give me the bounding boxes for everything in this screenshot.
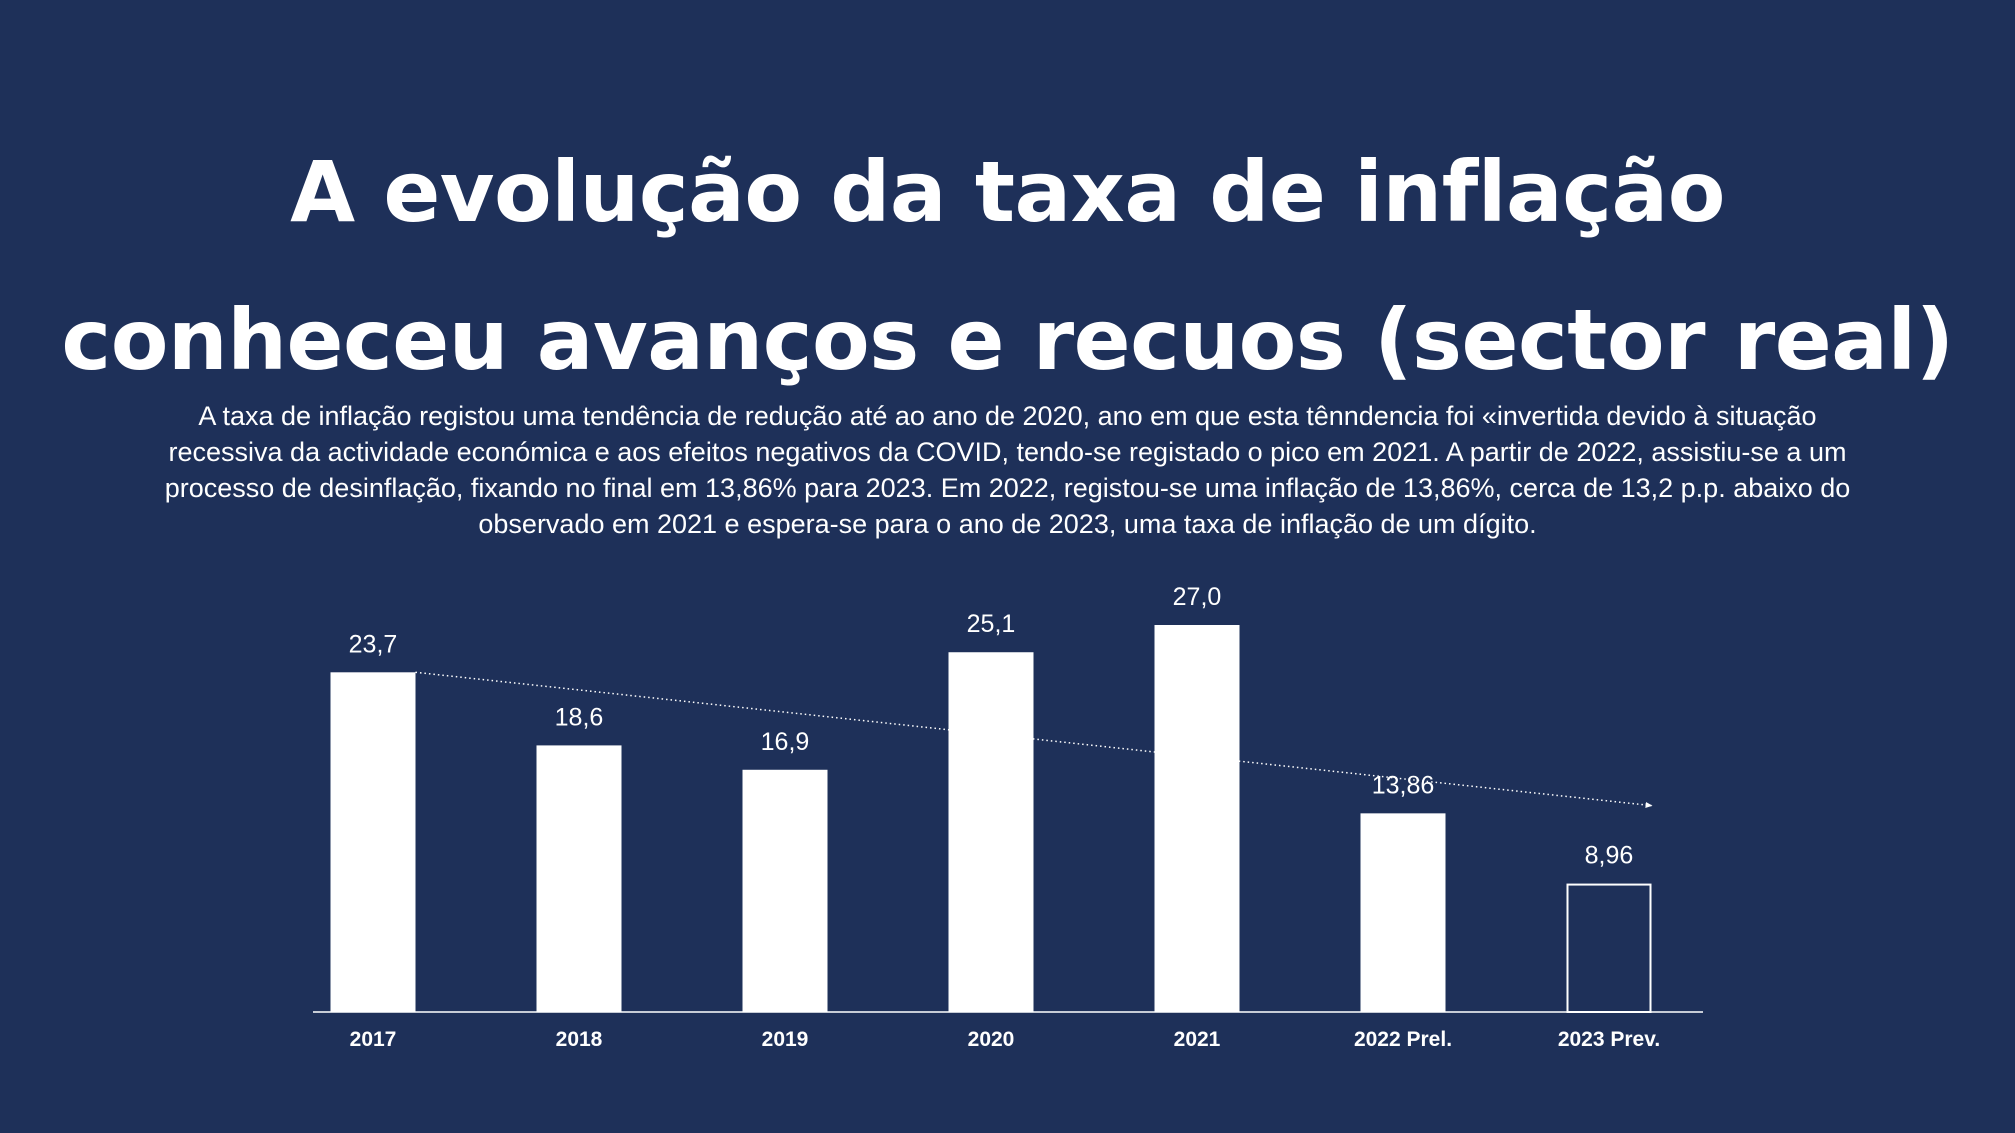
bar-2019 [742,769,828,1012]
data-label: 25,1 [967,610,1016,638]
bar-2022-prel [1360,813,1446,1012]
page-title: A evolução da taxa de inflação conheceu … [0,118,2015,414]
bar-2017 [330,672,416,1012]
description-line-1: A taxa de inflação registou uma tendênci… [198,401,1817,431]
data-label: 27,0 [1173,583,1222,611]
x-tick-label: 2020 [968,1028,1015,1051]
bar-2018 [536,745,622,1012]
bar-2021 [1154,625,1240,1012]
data-label: 18,6 [555,703,604,731]
bar-2020 [948,652,1034,1012]
x-tick-label: 2018 [556,1028,603,1051]
title-line-1: A evolução da taxa de inflação [290,143,1725,241]
labels-group: 23,7 2017 18,6 2018 16,9 2019 25,1 2020 27,0 2021… [349,583,1661,1051]
x-tick-label: 2021 [1174,1028,1221,1051]
description-line-4: observado em 2021 e espera-se para o ano… [478,509,1537,539]
data-label: 23,7 [349,630,398,658]
data-label: 13,86 [1372,771,1435,799]
data-label: 8,96 [1585,842,1634,870]
trend-arrow [415,671,1653,808]
description-line-2: recessiva da actividade económica e aos … [168,437,1847,467]
x-tick-label: 2019 [762,1028,809,1051]
x-tick-label: 2017 [350,1028,397,1051]
bars-group [330,625,1652,1013]
x-tick-label: 2022 Prel. [1354,1028,1452,1051]
data-label: 16,9 [761,728,810,756]
x-tick-label: 2023 Prev. [1558,1028,1660,1051]
title-line-2: conheceu avanços e recuos (sector real) [61,291,1954,389]
bar-2023-prev [1566,883,1652,1013]
description: A taxa de inflação registou uma tendênci… [90,398,1925,542]
description-line-3: processo de desinflação, fixando no fina… [164,473,1851,503]
